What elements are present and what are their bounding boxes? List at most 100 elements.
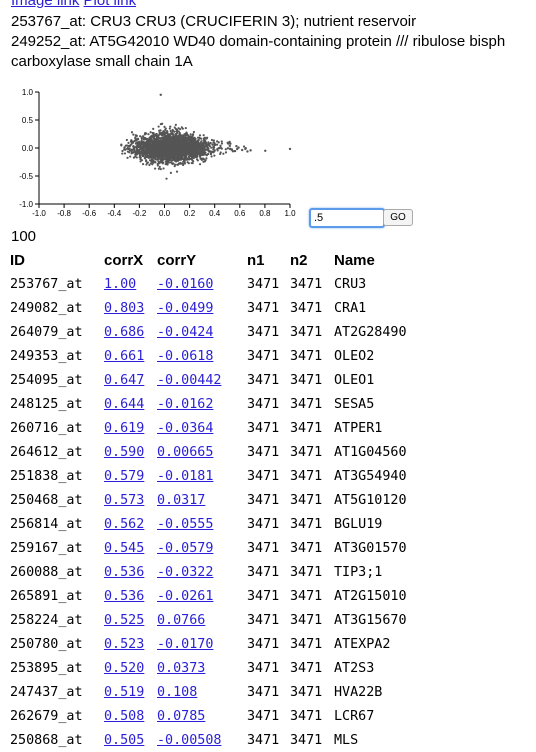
scatter-point — [152, 148, 155, 152]
scatter-point — [127, 141, 130, 144]
corry-link[interactable]: -0.00442 — [157, 372, 222, 388]
corry-link[interactable]: -0.0181 — [157, 468, 214, 484]
scatter-point — [153, 140, 157, 143]
corrx-link[interactable]: 0.519 — [104, 684, 145, 700]
corrx-link[interactable]: 0.545 — [104, 540, 145, 556]
name-cell: HVA22B — [334, 684, 383, 700]
scatter-point — [161, 122, 164, 125]
scatter-point — [177, 127, 180, 130]
corry-link[interactable]: -0.0364 — [157, 420, 214, 436]
scatter-point — [180, 134, 183, 137]
corry-link[interactable]: -0.0579 — [157, 540, 214, 556]
scatter-point — [165, 177, 168, 180]
scatter-point — [174, 142, 177, 145]
corry-cell: -0.0364 — [157, 416, 247, 440]
corrx-link[interactable]: 0.573 — [104, 492, 145, 508]
plot-link[interactable]: Plot link — [83, 0, 137, 9]
corrx-link[interactable]: 0.508 — [104, 708, 145, 724]
corrx-cell: 0.579 — [104, 464, 157, 488]
corrx-link[interactable]: 1.00 — [104, 276, 137, 292]
scatter-point — [167, 141, 170, 144]
scatter-point — [198, 134, 202, 137]
corrx-link[interactable]: 0.536 — [104, 564, 145, 580]
name-cell: AT5G10120 — [334, 492, 407, 508]
corrx-link[interactable]: 0.579 — [104, 468, 145, 484]
n1-cell: 3471 — [247, 636, 280, 652]
corrx-cell: 0.661 — [104, 344, 157, 368]
corry-link[interactable]: 0.0373 — [157, 660, 206, 676]
x-tick-label: 0.0 — [159, 209, 171, 218]
gene-x-description: 253767_at: CRU3 CRU3 (CRUCIFERIN 3); nut… — [11, 13, 417, 30]
corrx-link[interactable]: 0.562 — [104, 516, 145, 532]
corrx-cell: 0.505 — [104, 728, 157, 752]
scatter-point — [192, 148, 195, 151]
scatter-point — [195, 147, 199, 151]
scatter-point — [210, 146, 213, 149]
go-button[interactable]: GO — [383, 209, 413, 226]
scatter-point — [199, 157, 202, 160]
corry-link[interactable]: -0.0162 — [157, 396, 214, 412]
scatter-point — [171, 133, 175, 136]
corry-link[interactable]: 0.0785 — [157, 708, 206, 724]
corrx-link[interactable]: 0.803 — [104, 300, 145, 316]
scatter-point — [203, 142, 206, 145]
corrx-link[interactable]: 0.661 — [104, 348, 145, 364]
scatter-point — [120, 144, 123, 147]
scatter-point — [174, 127, 177, 130]
scatter-point — [148, 137, 151, 140]
scatter-point — [152, 155, 155, 158]
scatter-point — [138, 143, 142, 146]
scatter-point — [126, 156, 129, 159]
corrx-link[interactable]: 0.520 — [104, 660, 145, 676]
n1-cell: 3471 — [247, 324, 280, 340]
scatter-point — [183, 148, 187, 151]
scatter-point — [140, 148, 144, 151]
corrx-link[interactable]: 0.590 — [104, 444, 145, 460]
threshold-input[interactable] — [309, 208, 385, 228]
corry-link[interactable]: -0.0170 — [157, 636, 214, 652]
corry-link[interactable]: -0.0261 — [157, 588, 214, 604]
corry-link[interactable]: 0.0317 — [157, 492, 206, 508]
scatter-point — [135, 139, 138, 142]
scatter-point — [137, 145, 140, 149]
corry-link[interactable]: -0.00508 — [157, 732, 222, 748]
name-cell: OLEO2 — [334, 348, 375, 364]
n1-cell: 3471 — [247, 732, 280, 748]
n2-cell: 3471 — [290, 372, 323, 388]
scatter-point — [144, 151, 147, 154]
corrx-link[interactable]: 0.505 — [104, 732, 145, 748]
corry-link[interactable]: -0.0618 — [157, 348, 214, 364]
scatter-point — [188, 144, 191, 148]
corry-link[interactable]: -0.0555 — [157, 516, 214, 532]
scatter-point — [228, 144, 231, 148]
corry-link[interactable]: -0.0499 — [157, 300, 214, 316]
corrx-link[interactable]: 0.525 — [104, 612, 145, 628]
corry-link[interactable]: 0.00665 — [157, 444, 214, 460]
corrx-link[interactable]: 0.536 — [104, 588, 145, 604]
scatter-point — [170, 149, 173, 153]
image-link[interactable]: Image link — [11, 0, 80, 9]
scatter-point — [130, 149, 133, 152]
corrx-link[interactable]: 0.647 — [104, 372, 145, 388]
corrx-cell: 0.644 — [104, 392, 157, 416]
corry-link[interactable]: -0.0160 — [157, 276, 214, 292]
corrx-link[interactable]: 0.523 — [104, 636, 145, 652]
scatter-point — [125, 138, 128, 142]
corrx-link[interactable]: 0.686 — [104, 324, 145, 340]
corrx-link[interactable]: 0.644 — [104, 396, 145, 412]
scatter-point — [139, 150, 142, 153]
scatter-point — [242, 145, 246, 148]
scatter-point — [134, 142, 138, 145]
corrx-link[interactable]: 0.619 — [104, 420, 145, 436]
scatter-point — [176, 163, 179, 166]
corry-link[interactable]: 0.108 — [157, 684, 198, 700]
scatter-point — [179, 128, 182, 131]
scatter-point — [188, 157, 191, 160]
corry-cell: -0.0170 — [157, 632, 247, 656]
corry-cell: -0.00442 — [157, 368, 247, 392]
corry-link[interactable]: -0.0424 — [157, 324, 214, 340]
scatter-point — [203, 148, 206, 151]
scatter-point — [183, 155, 187, 159]
corry-link[interactable]: -0.0322 — [157, 564, 214, 580]
corry-link[interactable]: 0.0766 — [157, 612, 206, 628]
